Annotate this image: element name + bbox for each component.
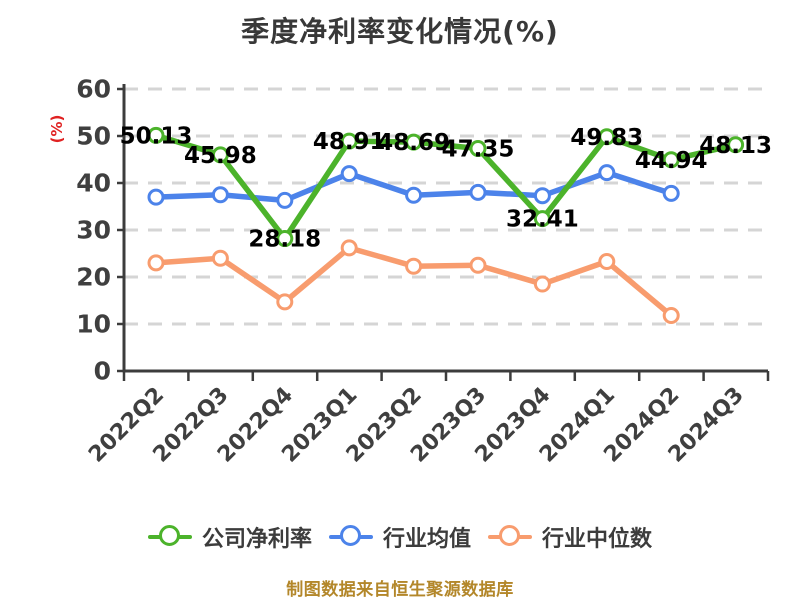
data-point-label: 48.91	[313, 129, 386, 155]
data-point-marker	[147, 188, 165, 206]
data-point-marker	[469, 183, 487, 201]
data-point-marker	[147, 254, 165, 272]
data-point-marker	[211, 249, 229, 267]
gridlines	[124, 87, 768, 326]
legend-label-industry-average: 行业均值	[382, 527, 471, 552]
data-point-label: 45.98	[184, 143, 257, 169]
y-tick-label: 60	[76, 75, 111, 104]
legend-item-company-net-margin[interactable]: 公司净利率	[147, 521, 312, 553]
legend-dot-icon	[339, 525, 361, 546]
series-公司净利率	[147, 126, 745, 248]
data-point-marker	[405, 186, 423, 204]
data-point-marker	[533, 187, 551, 205]
legend-dot-icon	[158, 525, 180, 546]
data-point-marker	[598, 164, 616, 182]
data-point-marker	[340, 165, 358, 183]
chart-legend: 公司净利率 行业均值 行业中位数	[0, 518, 800, 556]
chart-title: 季度净利率变化情况(%)	[241, 15, 559, 48]
legend-marker-industry-average	[328, 525, 373, 549]
data-point-label: 49.83	[570, 125, 643, 151]
series-行业均值	[147, 164, 680, 209]
data-point-marker	[211, 146, 229, 164]
data-point-label: 48.69	[377, 130, 450, 156]
data-point-marker	[405, 257, 423, 275]
data-point-label: 28.18	[248, 227, 321, 253]
data-point-marker	[211, 186, 229, 204]
data-point-marker	[469, 139, 487, 157]
legend-label-industry-median: 行业中位数	[542, 527, 653, 552]
axis-ticks	[117, 87, 770, 381]
data-source-note: 制图数据来自恒生聚源数据库	[286, 580, 514, 600]
data-point-marker	[276, 191, 294, 209]
y-tick-label: 30	[76, 216, 111, 245]
legend-item-industry-average[interactable]: 行业均值	[328, 521, 471, 553]
data-point-marker	[662, 151, 680, 169]
legend-item-industry-median[interactable]: 行业中位数	[488, 521, 652, 553]
data-point-label: 48.13	[699, 133, 772, 159]
data-point-label: 32.41	[506, 207, 579, 233]
legend-label-company: 公司净利率	[201, 527, 312, 552]
axes	[122, 84, 768, 373]
data-point-label: 47.35	[442, 136, 515, 162]
data-point-marker	[405, 133, 423, 151]
legend-marker-company	[147, 525, 192, 549]
data-point-marker	[727, 136, 745, 154]
data-point-marker	[340, 132, 358, 150]
data-point-marker	[147, 126, 165, 144]
data-point-marker	[662, 184, 680, 202]
x-axis-labels: 2022Q22022Q32022Q42023Q12023Q22023Q32023…	[84, 383, 749, 468]
data-point-label: 44.94	[635, 148, 708, 174]
y-tick-label: 10	[76, 310, 111, 339]
series-行业中位数	[147, 239, 680, 325]
data-point-marker	[598, 128, 616, 146]
data-point-marker	[276, 230, 294, 248]
legend-dot-icon	[499, 525, 520, 546]
data-point-marker	[276, 293, 294, 311]
data-point-marker	[533, 275, 551, 293]
data-point-marker	[533, 210, 551, 228]
data-point-label: 50.13	[120, 123, 193, 149]
y-axis-labels: 0 10 20 30 40 50 60	[76, 75, 111, 386]
y-tick-label: 50	[76, 122, 111, 151]
data-point-marker	[662, 307, 680, 325]
y-tick-label: 20	[76, 263, 111, 292]
legend-marker-industry-median	[488, 525, 532, 549]
data-point-marker	[598, 252, 616, 270]
data-point-marker	[469, 256, 487, 274]
y-tick-label: 0	[94, 357, 111, 386]
data-point-marker	[340, 239, 358, 257]
y-tick-label: 40	[76, 169, 111, 198]
